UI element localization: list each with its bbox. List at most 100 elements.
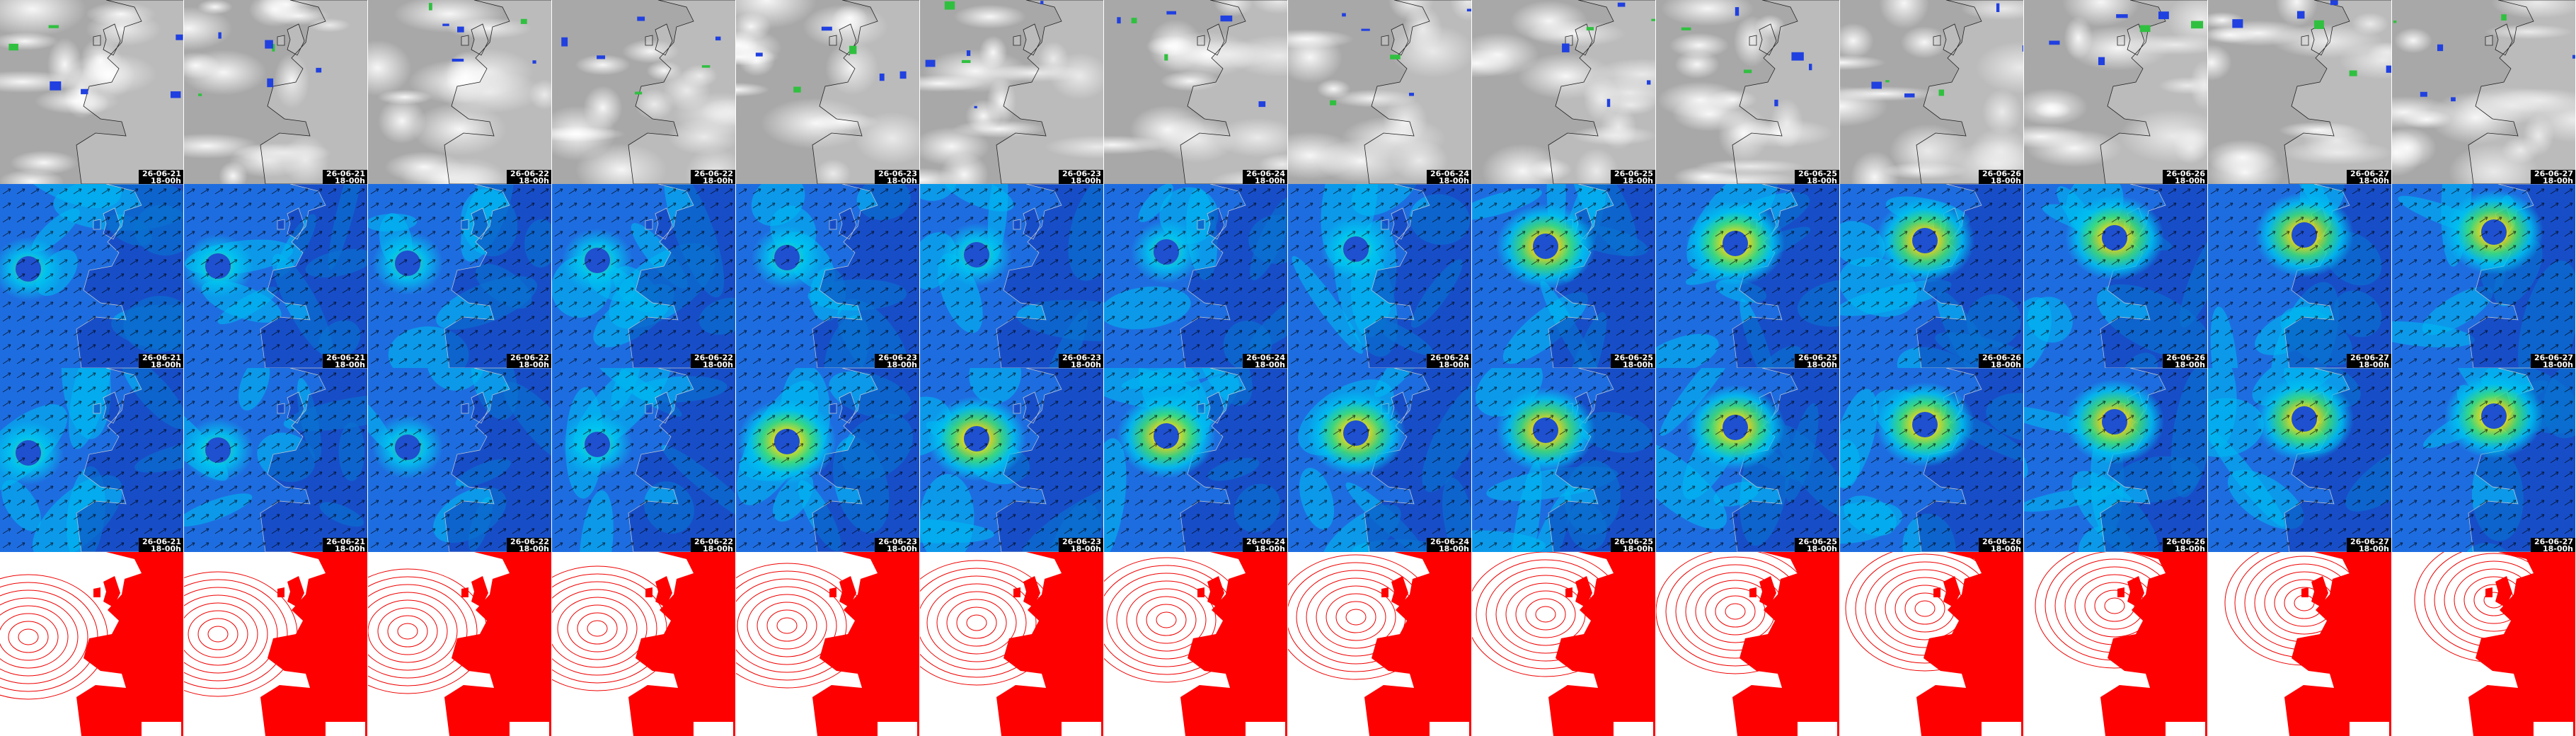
- divider: [1103, 368, 1104, 552]
- panel-body: [1104, 368, 1288, 552]
- panel: [368, 552, 552, 736]
- cloud: [9, 150, 79, 175]
- precip: [2386, 65, 2392, 73]
- panel-body: [2208, 368, 2392, 552]
- isobar: [1914, 600, 1936, 617]
- label-box: [1243, 170, 1288, 184]
- precip: [1361, 28, 1370, 31]
- divider: [2207, 184, 2208, 368]
- arrows: [552, 184, 736, 368]
- panel: [2024, 552, 2208, 736]
- panel-body: [2208, 552, 2392, 736]
- panel-body: [1104, 552, 1288, 736]
- panel-body: [1840, 368, 2024, 552]
- time-label: 18-00h: [887, 544, 917, 553]
- precip: [272, 44, 275, 52]
- divider: [183, 368, 184, 552]
- isobar: [368, 592, 458, 671]
- panel-body: [1472, 368, 1656, 552]
- date-label: 26-06-27: [2534, 169, 2573, 178]
- divider: [1655, 184, 1656, 368]
- divider: [1471, 552, 1472, 736]
- precip: [442, 23, 449, 26]
- time-label: 18-00h: [1439, 176, 1469, 185]
- time-label: 18-00h: [1439, 360, 1469, 369]
- precip: [925, 59, 936, 67]
- time-label: 18-00h: [1991, 544, 2021, 553]
- date-label: 26-06-26: [1982, 169, 2021, 178]
- arrows: [1472, 368, 1656, 552]
- arrows: [1656, 184, 1840, 368]
- precip: [457, 26, 464, 33]
- time-label: 18-00h: [2175, 360, 2205, 369]
- divider: [1839, 0, 1840, 184]
- panel-body: [184, 184, 368, 368]
- legend-box: [1614, 722, 1653, 736]
- precip: [2191, 21, 2204, 29]
- cloud: [1840, 86, 1888, 127]
- isobar: [552, 573, 667, 684]
- time-label: 18-00h: [335, 176, 365, 185]
- cloud: [1878, 0, 1930, 29]
- divider: [735, 0, 736, 184]
- legend-box: [510, 722, 549, 736]
- precip: [2139, 25, 2151, 33]
- panel: [1840, 552, 2024, 736]
- divider: [1655, 368, 1656, 552]
- label-box: [1795, 538, 1840, 552]
- precip: [2158, 11, 2169, 20]
- divider: [367, 0, 368, 184]
- divider: [1471, 0, 1472, 184]
- date-label: 26-06-27: [2534, 353, 2573, 362]
- panel-body: [2024, 368, 2208, 552]
- date-label: 26-06-27: [2350, 169, 2389, 178]
- cloud: [377, 98, 426, 144]
- isobar: [1136, 596, 1197, 644]
- date-label: 26-06-23: [1062, 353, 1101, 362]
- panel-body: [0, 184, 184, 368]
- legend-box: [2166, 722, 2205, 736]
- cloud: [582, 85, 623, 130]
- date-label: 26-06-21: [142, 169, 181, 178]
- isobar: [757, 602, 817, 650]
- arrows: [184, 184, 368, 368]
- cloud: [2392, 130, 2424, 177]
- label-box: [691, 354, 736, 368]
- isobar: [0, 590, 88, 684]
- label-box: [1795, 170, 1840, 184]
- precip: [1651, 18, 1656, 21]
- precip: [2330, 0, 2338, 6]
- panel-body: [184, 0, 368, 184]
- arrows: [2208, 368, 2392, 552]
- arrows: [736, 368, 920, 552]
- label-box: [139, 538, 184, 552]
- isobar: [0, 597, 79, 677]
- arrows: [920, 368, 1104, 552]
- cloud: [736, 82, 770, 97]
- precip: [1791, 52, 1804, 61]
- precip: [2232, 19, 2243, 28]
- panel-body: [0, 368, 184, 552]
- label-box: [1611, 354, 1656, 368]
- label-box: [2163, 354, 2208, 368]
- panel-body: [184, 552, 368, 736]
- precip: [1735, 7, 1740, 16]
- panel-body: [2392, 552, 2576, 736]
- precip: [637, 16, 645, 21]
- legend-box: [1430, 722, 1469, 736]
- isobar: [737, 586, 837, 665]
- arrows: [1104, 368, 1288, 552]
- date-label: 26-06-21: [142, 537, 181, 546]
- panel-body: [1104, 184, 1288, 368]
- precip: [2098, 57, 2105, 65]
- time-label: 18-00h: [2359, 176, 2389, 185]
